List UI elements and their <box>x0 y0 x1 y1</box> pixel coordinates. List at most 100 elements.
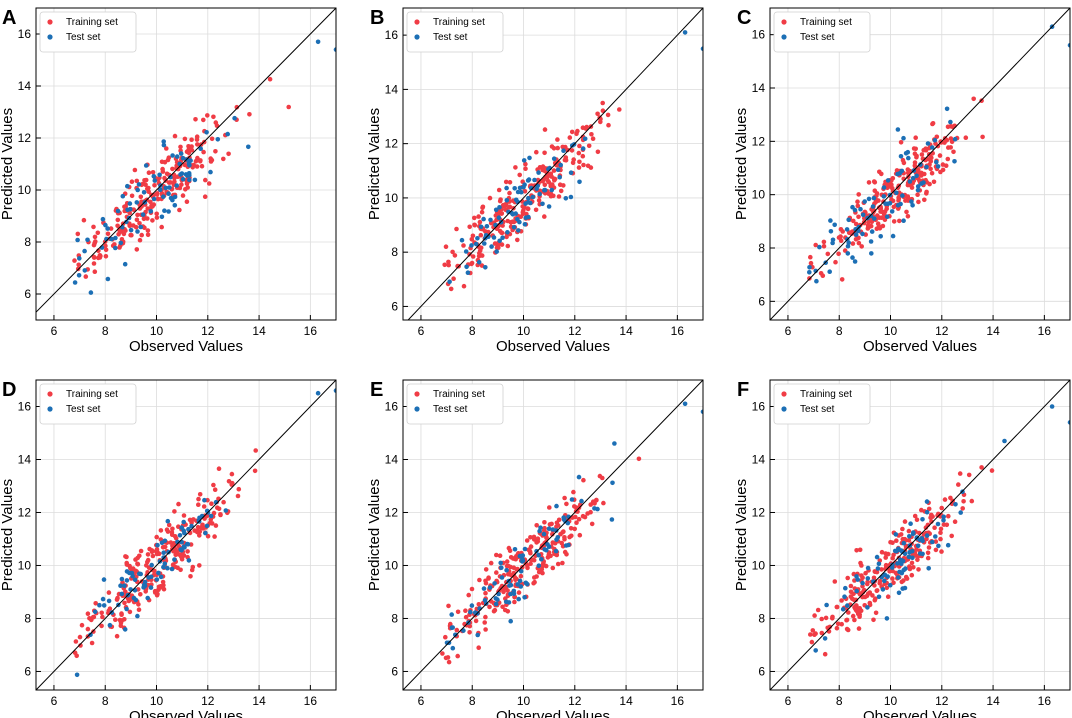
test-point <box>499 565 504 570</box>
test-point <box>159 214 165 220</box>
training-point <box>85 611 91 616</box>
training-point <box>123 554 128 559</box>
plot-frame <box>402 7 704 321</box>
test-point <box>903 151 909 156</box>
training-point <box>469 586 475 592</box>
test-point <box>203 530 208 536</box>
training-point <box>148 199 153 205</box>
test-point <box>561 148 566 153</box>
x-tick-label: 10 <box>517 324 531 338</box>
legend-label: Training set <box>800 17 852 28</box>
identity-line <box>770 8 1070 320</box>
training-point <box>531 534 537 540</box>
training-point <box>877 580 882 586</box>
test-point <box>526 195 531 201</box>
training-point <box>576 150 582 156</box>
test-point <box>920 551 925 557</box>
training-point <box>542 150 547 156</box>
training-point <box>862 216 867 221</box>
test-point <box>924 533 930 538</box>
training-point <box>867 600 873 606</box>
training-point <box>178 144 183 150</box>
training-point <box>160 545 166 550</box>
test-point <box>888 582 893 588</box>
training-point <box>822 651 828 657</box>
training-point <box>810 628 816 633</box>
test-point <box>546 526 552 531</box>
training-point <box>569 533 574 539</box>
training-point <box>850 613 856 619</box>
training-point <box>209 501 214 507</box>
test-point <box>906 155 911 161</box>
training-point <box>105 231 111 237</box>
x-tick-label: 8 <box>469 324 476 338</box>
legend-label: Test set <box>433 32 468 43</box>
training-point <box>569 129 575 135</box>
training-point <box>872 180 878 185</box>
training-point <box>929 170 935 176</box>
training-point <box>808 632 813 637</box>
training-point <box>913 146 918 152</box>
training-point <box>926 545 932 550</box>
training-point <box>501 589 506 595</box>
training-point <box>75 231 81 237</box>
training-point <box>933 539 939 544</box>
y-tick-label: 8 <box>758 241 765 255</box>
test-point <box>919 536 925 541</box>
test-point <box>148 574 154 580</box>
test-point <box>172 203 178 208</box>
training-point <box>836 251 841 257</box>
training-point <box>875 213 880 218</box>
training-point <box>558 188 564 194</box>
training-point <box>89 617 94 623</box>
training-point <box>154 551 160 557</box>
test-point <box>577 179 582 185</box>
test-point <box>899 558 905 563</box>
training-point <box>172 179 177 185</box>
training-point <box>450 249 455 255</box>
test-point <box>180 155 186 161</box>
training-point <box>506 571 511 577</box>
x-tick-label: 10 <box>884 694 898 708</box>
training-point <box>839 277 845 282</box>
training-point <box>215 505 220 511</box>
training-point <box>517 172 522 178</box>
training-point <box>569 148 575 153</box>
test-point <box>151 174 157 179</box>
test-point <box>926 566 931 571</box>
training-point <box>945 124 951 130</box>
panel-letter: A <box>2 7 16 29</box>
test-point <box>333 388 336 393</box>
training-point <box>492 607 498 613</box>
test-point <box>493 207 499 213</box>
training-point <box>461 283 467 289</box>
training-point <box>476 645 482 650</box>
test-point <box>557 174 562 180</box>
test-point <box>172 194 178 200</box>
training-point <box>93 239 98 244</box>
test-point <box>860 231 865 237</box>
training-point <box>145 557 151 563</box>
test-point <box>901 218 906 223</box>
test-point <box>595 506 600 512</box>
training-point <box>478 232 484 238</box>
training-point <box>925 550 931 556</box>
test-point <box>885 178 891 183</box>
test-point <box>554 503 559 509</box>
test-point <box>515 217 520 222</box>
test-point <box>882 578 887 584</box>
training-point <box>830 614 835 620</box>
training-point <box>505 243 511 249</box>
training-point <box>510 556 516 561</box>
test-point <box>168 195 174 201</box>
training-point <box>196 496 201 502</box>
test-point <box>516 228 521 233</box>
training-point <box>890 568 895 574</box>
test-point <box>920 517 925 522</box>
training-point <box>586 143 592 149</box>
test-point <box>682 30 688 35</box>
test-point <box>925 141 931 146</box>
test-point <box>929 145 935 150</box>
test-point <box>551 156 557 161</box>
training-point <box>79 622 85 628</box>
